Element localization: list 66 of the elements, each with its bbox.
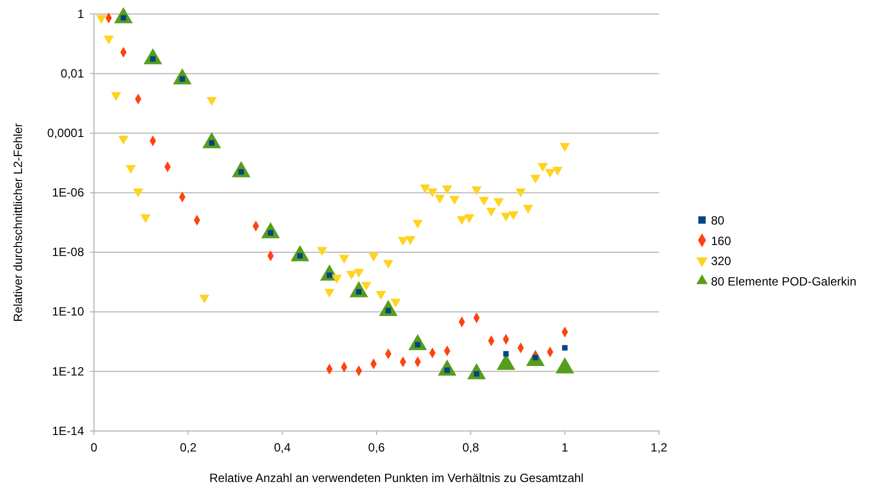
point — [464, 214, 474, 224]
point — [456, 216, 467, 225]
point — [104, 36, 114, 44]
y-axis-title: Relativer durchschnittlicher L2-Fehler — [11, 123, 25, 322]
x-tick-label: 0,8 — [462, 440, 480, 455]
point — [545, 168, 556, 178]
point — [316, 246, 328, 256]
y-tick-label: 1E-08 — [52, 245, 84, 260]
x-tick-label: 0,2 — [180, 440, 197, 455]
x-axis-title: Relative Anzahl an verwendeten Punkten im Verhältnis zu Gesamtzahl — [209, 471, 584, 485]
point — [110, 92, 122, 101]
y-tick-label: 1 — [77, 6, 84, 21]
point — [118, 136, 129, 145]
point — [516, 188, 526, 198]
y-tick-label: 1E-10 — [52, 304, 84, 319]
point — [552, 166, 563, 176]
point — [361, 282, 372, 291]
point — [140, 214, 151, 224]
point — [383, 260, 394, 269]
point — [486, 208, 496, 217]
x-tick-label: 1 — [561, 440, 568, 455]
y-tick-label: 0,01 — [60, 66, 84, 80]
x-tick-label: 0 — [90, 440, 98, 455]
point — [206, 97, 217, 106]
point — [508, 211, 518, 220]
point — [96, 14, 106, 24]
point — [324, 288, 335, 298]
point — [427, 188, 438, 198]
x-tick-label: 0,4 — [274, 440, 291, 455]
point — [420, 184, 430, 194]
point — [494, 198, 504, 208]
point — [442, 185, 452, 194]
point — [398, 236, 408, 246]
x-tick-label: 0,6 — [368, 440, 386, 455]
legend-label: 320 — [711, 254, 732, 268]
point — [133, 188, 144, 198]
y-tick-label: 1E-06 — [52, 186, 84, 200]
y-tick-label: 1E-12 — [52, 364, 84, 378]
legend-label: 160 — [711, 234, 732, 248]
point — [412, 220, 423, 229]
point — [538, 163, 548, 172]
legend-label: 80 — [711, 214, 725, 228]
point — [199, 294, 210, 304]
point — [346, 270, 357, 280]
point — [478, 196, 490, 206]
point — [368, 252, 379, 262]
point — [339, 254, 350, 264]
point — [405, 236, 416, 245]
point — [390, 298, 401, 308]
y-tick-label: 0,0001 — [47, 126, 84, 140]
point — [562, 345, 568, 351]
point — [500, 212, 512, 222]
point — [471, 186, 482, 196]
point — [503, 351, 509, 357]
point — [522, 204, 534, 214]
point — [434, 194, 445, 204]
point — [332, 274, 342, 284]
point — [126, 164, 136, 174]
point — [560, 143, 570, 152]
point — [376, 290, 386, 300]
point — [354, 268, 364, 278]
x-tick-label: 1,2 — [650, 440, 668, 455]
legend-label: 80 Elemente POD-Galerkin — [711, 274, 856, 288]
point — [449, 196, 460, 205]
y-tick-label: 1E-14 — [52, 424, 84, 438]
point — [530, 174, 541, 184]
